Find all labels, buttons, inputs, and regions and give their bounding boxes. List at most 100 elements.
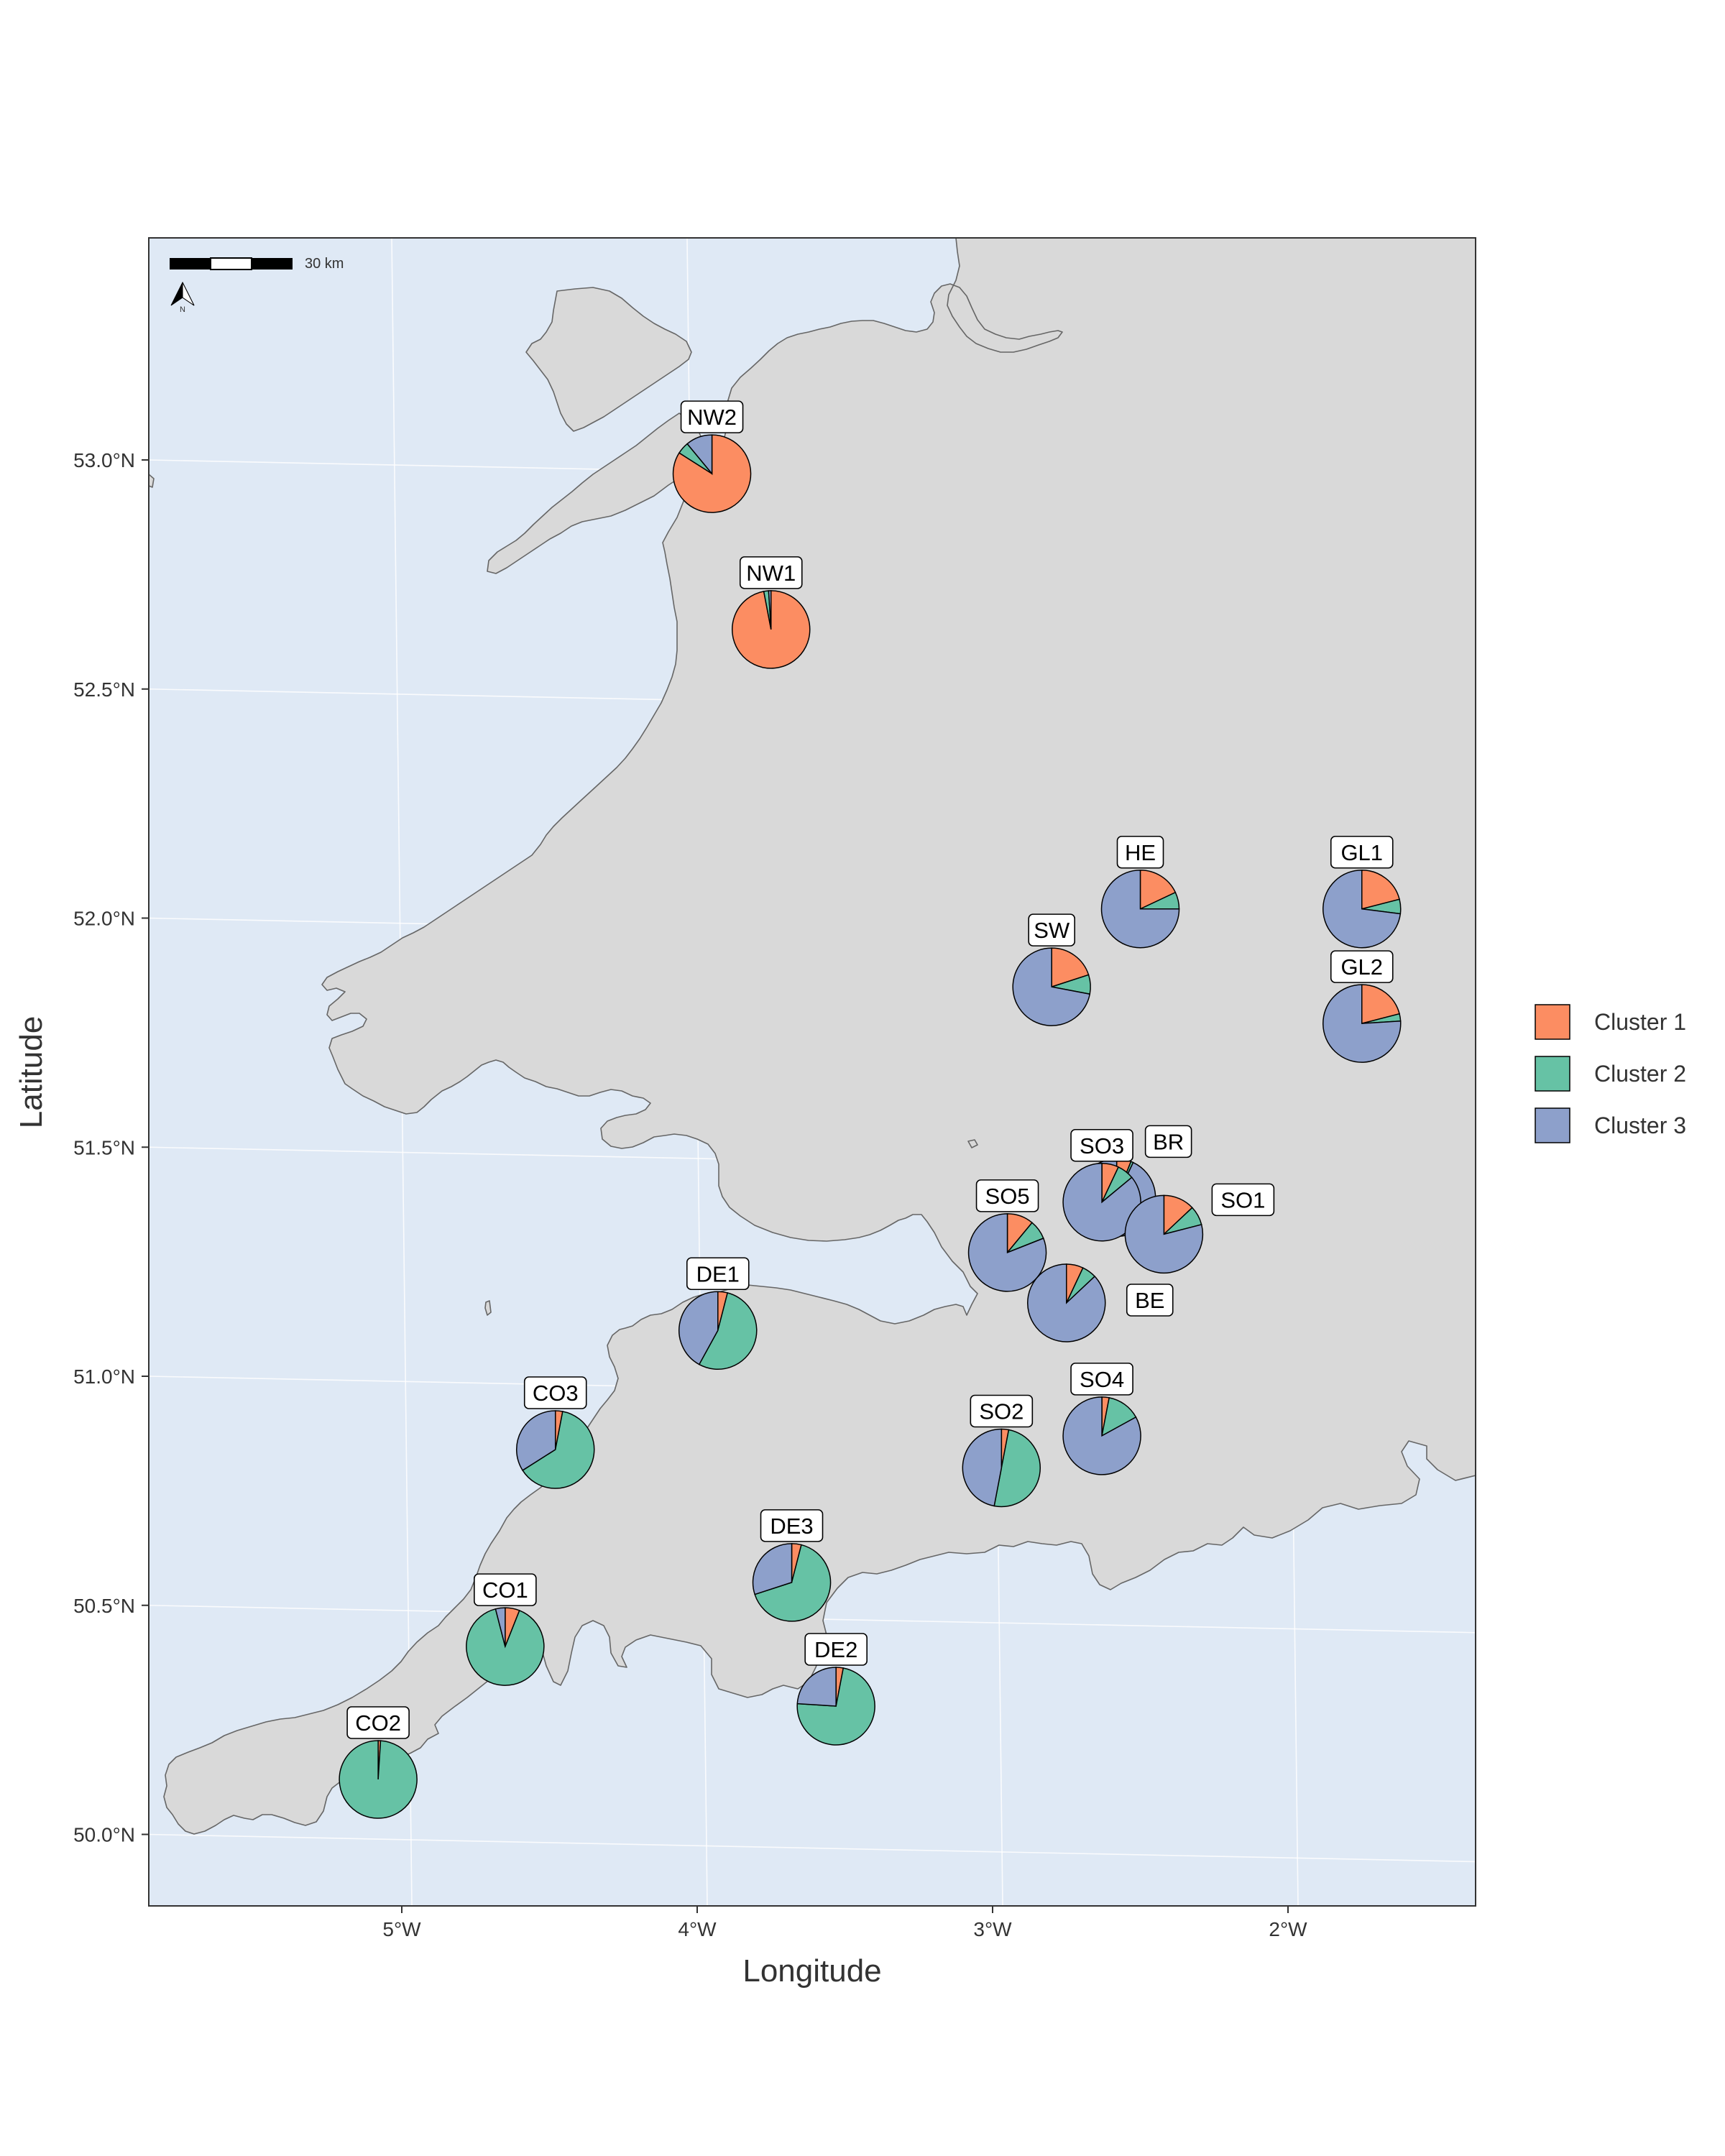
- site-pie-de2: DE2: [796, 1633, 875, 1746]
- island-steep-holm: [967, 1139, 978, 1148]
- panel-border: [148, 237, 1476, 1907]
- legend-swatch: [1535, 1056, 1570, 1092]
- site-pies: NW2 NW1 HE GL1 SW GL2 BR SO3 SO1 SO5 BE DE1 SO4 CO3 SO…: [339, 400, 1402, 1819]
- north-arrow-label: N: [180, 305, 185, 314]
- scale-bar-segment-1: [170, 258, 211, 270]
- site-pie-gl1: GL1: [1322, 835, 1402, 949]
- pie-slice: [1027, 1263, 1106, 1342]
- pie-slice: [1361, 869, 1400, 910]
- pie-slice: [752, 1543, 793, 1595]
- site-label-so5: SO5: [975, 1179, 1039, 1212]
- site-label-text: CO1: [482, 1577, 528, 1603]
- anglesey: [525, 287, 692, 432]
- site-pie-nw2: NW2: [672, 400, 752, 513]
- scale-bar-label: 30 km: [305, 256, 344, 272]
- site-pie-de3: DE3: [752, 1509, 832, 1622]
- pie-slice: [993, 1429, 1041, 1508]
- site-label-so3: SO3: [1070, 1128, 1133, 1162]
- legend-label: Cluster 3: [1594, 1112, 1686, 1138]
- pie-slice: [1051, 947, 1090, 988]
- pie-slice: [962, 1428, 1003, 1507]
- x-tick-label: 2°W: [1269, 1918, 1307, 1940]
- pie-slice: [1124, 1194, 1204, 1274]
- west-coast-fragment: [149, 474, 155, 488]
- north-arrow: N: [170, 281, 195, 314]
- site-label-gl1: GL1: [1330, 835, 1394, 869]
- site-pie-de1: DE1: [678, 1257, 758, 1370]
- site-label-text: CO3: [533, 1381, 579, 1406]
- site-label-text: SO1: [1220, 1187, 1265, 1212]
- site-pie-gl2: GL2: [1322, 950, 1402, 1063]
- pie-slice: [698, 1292, 758, 1370]
- site-pie-so2: SO2: [962, 1394, 1041, 1508]
- pie-slice: [515, 1410, 556, 1471]
- site-label-de2: DE2: [804, 1633, 868, 1666]
- x-tick-label: 4°W: [678, 1918, 717, 1940]
- y-tick-label: 51.0°N: [73, 1365, 135, 1388]
- site-label-text: SO4: [1080, 1367, 1124, 1392]
- site-label-text: BE: [1135, 1288, 1164, 1313]
- site-label-co1: CO1: [474, 1573, 537, 1606]
- scale-bar-segment-2: [210, 257, 252, 270]
- pie-slice: [466, 1608, 545, 1686]
- pie-slice: [1322, 984, 1402, 1063]
- site-label-text: SO5: [985, 1184, 1030, 1209]
- site-label-so2: SO2: [970, 1394, 1034, 1428]
- mainland: [163, 238, 1476, 1835]
- y-axis-title: Latitude: [14, 1016, 49, 1129]
- scale-bar-segment-3: [252, 258, 293, 270]
- site-label-he: HE: [1116, 835, 1164, 869]
- island-lundy: [484, 1300, 492, 1316]
- legend-swatch: [1535, 1004, 1570, 1040]
- site-label-br: BR: [1144, 1125, 1192, 1158]
- legend-item-1: Cluster 1: [1535, 1004, 1686, 1040]
- site-label-text: DE1: [696, 1261, 740, 1286]
- y-tick-label: 52.0°N: [73, 908, 135, 930]
- site-label-text: CO2: [355, 1710, 401, 1736]
- site-label-text: NW2: [687, 405, 737, 430]
- legend: Cluster 1 Cluster 2 Cluster 3: [1535, 1004, 1686, 1143]
- pie-slice: [754, 1544, 832, 1622]
- x-tick-label: 5°W: [382, 1918, 421, 1940]
- site-pie-he: HE: [1100, 835, 1180, 949]
- pie-slice: [1100, 869, 1180, 949]
- legend-item-3: Cluster 3: [1535, 1107, 1686, 1143]
- x-tick-label: 3°W: [973, 1918, 1012, 1940]
- legend-item-2: Cluster 2: [1535, 1056, 1686, 1092]
- site-pie-sw: SW: [1012, 913, 1091, 1026]
- lleyn-peninsula: [487, 413, 704, 574]
- pie-slice: [686, 434, 713, 476]
- legend-label: Cluster 2: [1594, 1061, 1686, 1087]
- y-tick-label: 50.5°N: [73, 1595, 135, 1617]
- pie-slice: [1139, 869, 1177, 910]
- site-pie-so4: SO4: [1062, 1363, 1141, 1475]
- pie-slice: [967, 1213, 1047, 1292]
- site-label-nw1: NW1: [739, 556, 803, 589]
- site-pie-so1: SO1: [1124, 1183, 1275, 1274]
- site-label-text: HE: [1125, 840, 1156, 865]
- y-tick-label: 51.5°N: [73, 1136, 135, 1158]
- site-label-de3: DE3: [760, 1509, 824, 1542]
- site-pie-nw1: NW1: [732, 556, 811, 669]
- site-pie-co3: CO3: [515, 1376, 595, 1489]
- legend-swatch: [1535, 1107, 1570, 1143]
- site-label-text: NW1: [746, 561, 796, 586]
- site-label-text: BR: [1153, 1129, 1184, 1154]
- pie-slice: [339, 1740, 418, 1819]
- site-label-text: SO2: [979, 1399, 1024, 1424]
- pie-slice: [494, 1607, 506, 1647]
- site-label-de1: DE1: [686, 1257, 750, 1291]
- site-label-gl2: GL2: [1330, 950, 1394, 983]
- map-panel: NW2 NW1 HE GL1 SW GL2 BR SO3 SO1 SO5 BE DE1 SO4 CO3 SO…: [148, 237, 1476, 1907]
- site-label-text: DE3: [770, 1514, 813, 1539]
- site-label-so1: SO1: [1211, 1183, 1275, 1217]
- y-tick-label: 50.0°N: [73, 1824, 135, 1846]
- pie-slice: [1012, 947, 1091, 1026]
- site-label-co3: CO3: [523, 1376, 587, 1409]
- axes: 5°W 4°W 3°W 2°W 53.0°N 52.5°N 52.0°N 51.5°N 51.0…: [73, 449, 1307, 1940]
- pie-slice: [1361, 984, 1400, 1025]
- pie-slice: [768, 590, 772, 630]
- site-label-co2: CO2: [346, 1706, 410, 1739]
- site-label-text: SW: [1034, 918, 1070, 943]
